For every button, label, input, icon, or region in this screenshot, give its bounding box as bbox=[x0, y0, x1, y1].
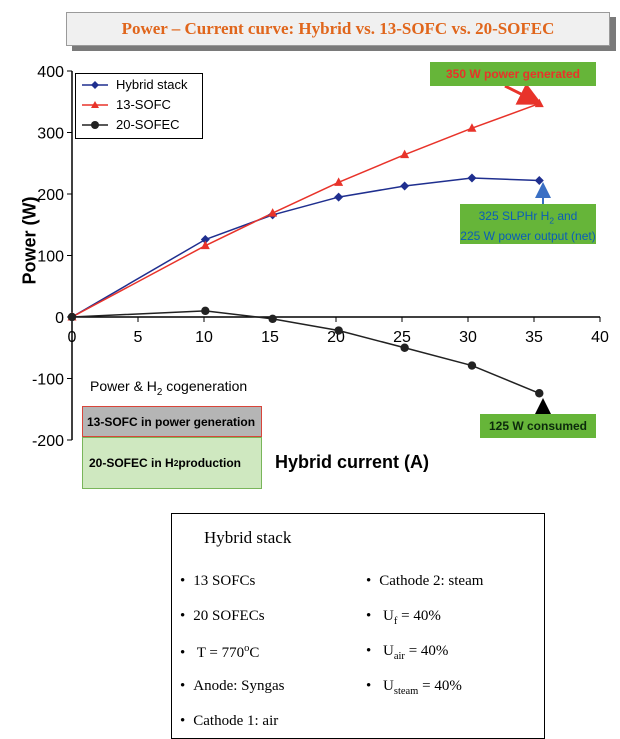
y-tick-label: -100 bbox=[32, 372, 64, 389]
legend-marker-hybrid bbox=[91, 81, 99, 89]
y-tick-label: 300 bbox=[37, 126, 64, 143]
data-point-sofec bbox=[201, 306, 210, 316]
a325-sub: 2 bbox=[549, 215, 554, 226]
arrow-350w bbox=[504, 83, 543, 105]
info-right-item: Usteam = 40% bbox=[366, 678, 462, 697]
data-point-hybrid bbox=[534, 175, 544, 185]
cogeneration-label: Power & H2 cogeneration bbox=[90, 378, 248, 398]
data-point-sofc bbox=[400, 149, 410, 159]
a325-line2: 225 W power output (net) bbox=[460, 229, 596, 244]
info-right-item: Cathode 2: steam bbox=[366, 573, 483, 590]
annotation-arrows bbox=[504, 83, 551, 414]
info-left-item: 13 SOFCs bbox=[180, 573, 255, 590]
x-axis-label: Hybrid current (A) bbox=[275, 452, 430, 472]
info-left-item: 20 SOFECs bbox=[180, 608, 264, 625]
data-point-sofc bbox=[334, 177, 344, 186]
annotation-350w: 350 W power generated bbox=[430, 62, 596, 86]
data-point-hybrid bbox=[200, 235, 210, 245]
legend: Hybrid stack 13-SOFC 20-SOFEC bbox=[75, 73, 203, 139]
info-right-item: Uf = 40% bbox=[366, 608, 441, 627]
x-tick-label: 0 bbox=[68, 329, 77, 346]
data-point-sofec bbox=[67, 312, 77, 322]
y-tick-label: 0 bbox=[55, 310, 64, 327]
power-generation-box: 13-SOFC in power generation bbox=[82, 406, 262, 437]
info-heading: Hybrid stack bbox=[204, 528, 292, 547]
data-point-sofec bbox=[467, 361, 477, 370]
y-tick-label: 400 bbox=[37, 64, 64, 81]
data-point-sofec bbox=[268, 314, 277, 324]
legend-marker-sofc bbox=[91, 101, 99, 108]
data-point-hybrid bbox=[400, 181, 410, 191]
legend-swatches bbox=[82, 81, 108, 129]
info-left-item: Cathode 1: air bbox=[180, 713, 278, 730]
data-point-sofc bbox=[200, 240, 210, 250]
a325-line1b: and bbox=[554, 209, 578, 223]
x-tick-label: 10 bbox=[195, 329, 213, 346]
data-point-sofc bbox=[467, 123, 477, 132]
x-tick-label: 35 bbox=[525, 329, 543, 346]
data-point-hybrid bbox=[334, 192, 344, 202]
series-markers bbox=[67, 98, 544, 398]
x-tick-label: 40 bbox=[591, 329, 609, 346]
legend-label-sofc: 13-SOFC bbox=[116, 97, 171, 112]
x-tick-label: 15 bbox=[261, 329, 279, 346]
series-line-0 bbox=[71, 177, 540, 318]
data-point-sofc bbox=[268, 208, 278, 217]
axes bbox=[67, 70, 601, 441]
x-tick-label: 5 bbox=[134, 329, 143, 346]
annotation-325-slphr: 325 SLPHr H2 and 225 W power output (net… bbox=[460, 204, 596, 244]
annotation-125w: 125 W consumed bbox=[480, 414, 596, 438]
data-point-sofec bbox=[400, 343, 409, 352]
data-point-sofec bbox=[535, 389, 544, 398]
info-left-item: T = 770oC bbox=[180, 643, 260, 662]
hybrid-stack-info-box: Hybrid stack 13 SOFCs 20 SOFECs T = 770o… bbox=[171, 513, 545, 739]
legend-marker-sofec bbox=[91, 121, 99, 129]
legend-label-sofec: 20-SOFEC bbox=[116, 117, 180, 132]
data-point-sofec bbox=[334, 326, 343, 335]
info-left-item: Anode: Syngas bbox=[180, 678, 284, 695]
x-tick-label: 30 bbox=[459, 329, 477, 346]
data-point-hybrid bbox=[467, 173, 477, 183]
chart-title: Power – Current curve: Hybrid vs. 13-SOF… bbox=[66, 12, 610, 46]
y-tick-label: 200 bbox=[37, 187, 64, 204]
a325-line1: 325 SLPHr H bbox=[478, 209, 550, 223]
x-tick-label: 25 bbox=[393, 329, 411, 346]
y-tick-label: -200 bbox=[32, 433, 64, 450]
y-axis-label: Power (W) bbox=[19, 196, 40, 285]
info-right-item: Uair = 40% bbox=[366, 643, 448, 662]
series-lines bbox=[71, 102, 540, 394]
legend-label-hybrid: Hybrid stack bbox=[116, 77, 188, 92]
y-tick-label: 100 bbox=[37, 249, 64, 266]
